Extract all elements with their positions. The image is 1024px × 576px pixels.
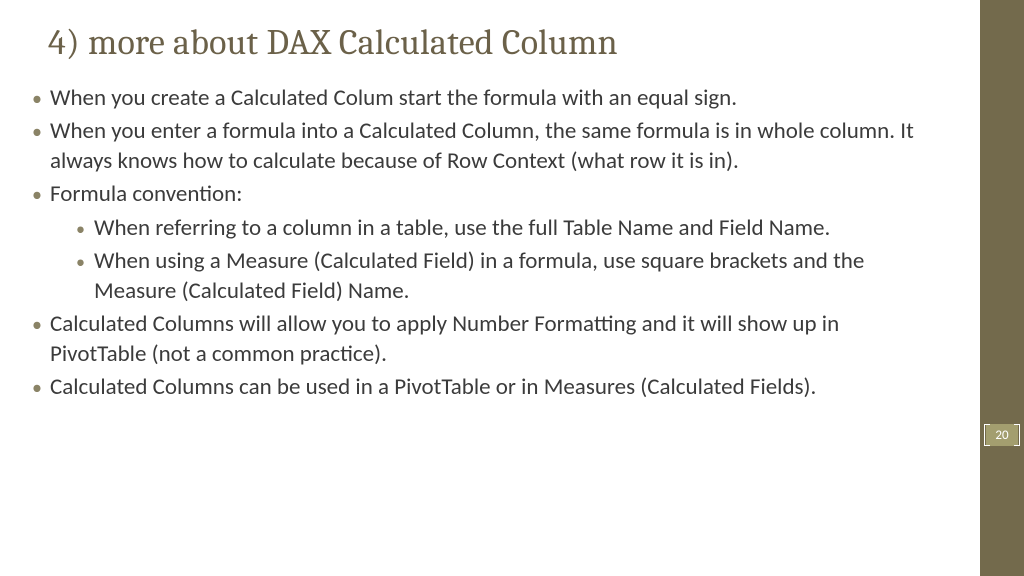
list-item: Calculated Columns can be used in a Pivo…: [30, 373, 930, 402]
bullet-text: When using a Measure (Calculated Field) …: [94, 247, 864, 304]
page-number: 20: [995, 428, 1008, 443]
bullet-text: Calculated Columns can be used in a Pivo…: [50, 373, 816, 401]
page-number-badge: 20: [986, 424, 1018, 446]
list-item: When referring to a column in a table, u…: [50, 214, 930, 243]
list-item: Calculated Columns will allow you to app…: [30, 310, 930, 369]
list-item: When you create a Calculated Colum start…: [30, 84, 930, 113]
slide-title: 4) more about DAX Calculated Column: [48, 22, 618, 63]
bullet-text: Calculated Columns will allow you to app…: [50, 310, 839, 367]
list-item: Formula convention: When referring to a …: [30, 180, 930, 306]
bullet-text: Formula convention:: [50, 180, 242, 208]
bullet-text: When you create a Calculated Colum start…: [50, 84, 737, 112]
bracket-left-icon: [984, 424, 990, 446]
sub-bullet-list: When referring to a column in a table, u…: [50, 214, 930, 306]
bracket-right-icon: [1014, 424, 1020, 446]
side-accent-bar: [980, 0, 1024, 576]
bullet-text: When you enter a formula into a Calculat…: [50, 117, 914, 174]
bullet-text: When referring to a column in a table, u…: [94, 214, 830, 242]
slide-body: When you create a Calculated Colum start…: [30, 84, 930, 406]
list-item: When using a Measure (Calculated Field) …: [50, 247, 930, 306]
slide: 4) more about DAX Calculated Column When…: [0, 0, 1024, 576]
bullet-list: When you create a Calculated Colum start…: [30, 84, 930, 402]
list-item: When you enter a formula into a Calculat…: [30, 117, 930, 176]
